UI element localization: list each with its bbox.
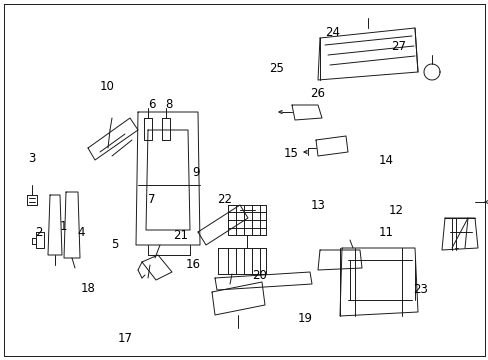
Text: 7: 7 bbox=[147, 193, 155, 206]
Text: 14: 14 bbox=[378, 154, 393, 167]
Text: 3: 3 bbox=[28, 152, 36, 165]
Text: 10: 10 bbox=[100, 80, 115, 93]
Text: 27: 27 bbox=[390, 40, 405, 53]
Text: 13: 13 bbox=[310, 199, 325, 212]
Text: 15: 15 bbox=[283, 147, 298, 159]
Text: 12: 12 bbox=[388, 204, 403, 217]
Text: 5: 5 bbox=[111, 238, 119, 251]
Text: 17: 17 bbox=[117, 332, 132, 345]
Text: 4: 4 bbox=[77, 226, 84, 239]
Text: 6: 6 bbox=[147, 98, 155, 111]
Text: 2: 2 bbox=[35, 226, 43, 239]
Text: 1: 1 bbox=[60, 220, 67, 233]
Text: 24: 24 bbox=[325, 26, 339, 39]
Text: 25: 25 bbox=[268, 62, 283, 75]
Text: 23: 23 bbox=[412, 283, 427, 296]
Text: 18: 18 bbox=[81, 282, 95, 294]
Text: 16: 16 bbox=[185, 258, 200, 271]
Text: 20: 20 bbox=[251, 269, 266, 282]
Text: 8: 8 bbox=[164, 98, 172, 111]
Text: 11: 11 bbox=[378, 226, 393, 239]
Text: 22: 22 bbox=[217, 193, 232, 206]
Text: 19: 19 bbox=[298, 312, 312, 325]
Text: 21: 21 bbox=[173, 229, 188, 242]
Text: 9: 9 bbox=[191, 166, 199, 179]
Text: 26: 26 bbox=[310, 87, 325, 100]
